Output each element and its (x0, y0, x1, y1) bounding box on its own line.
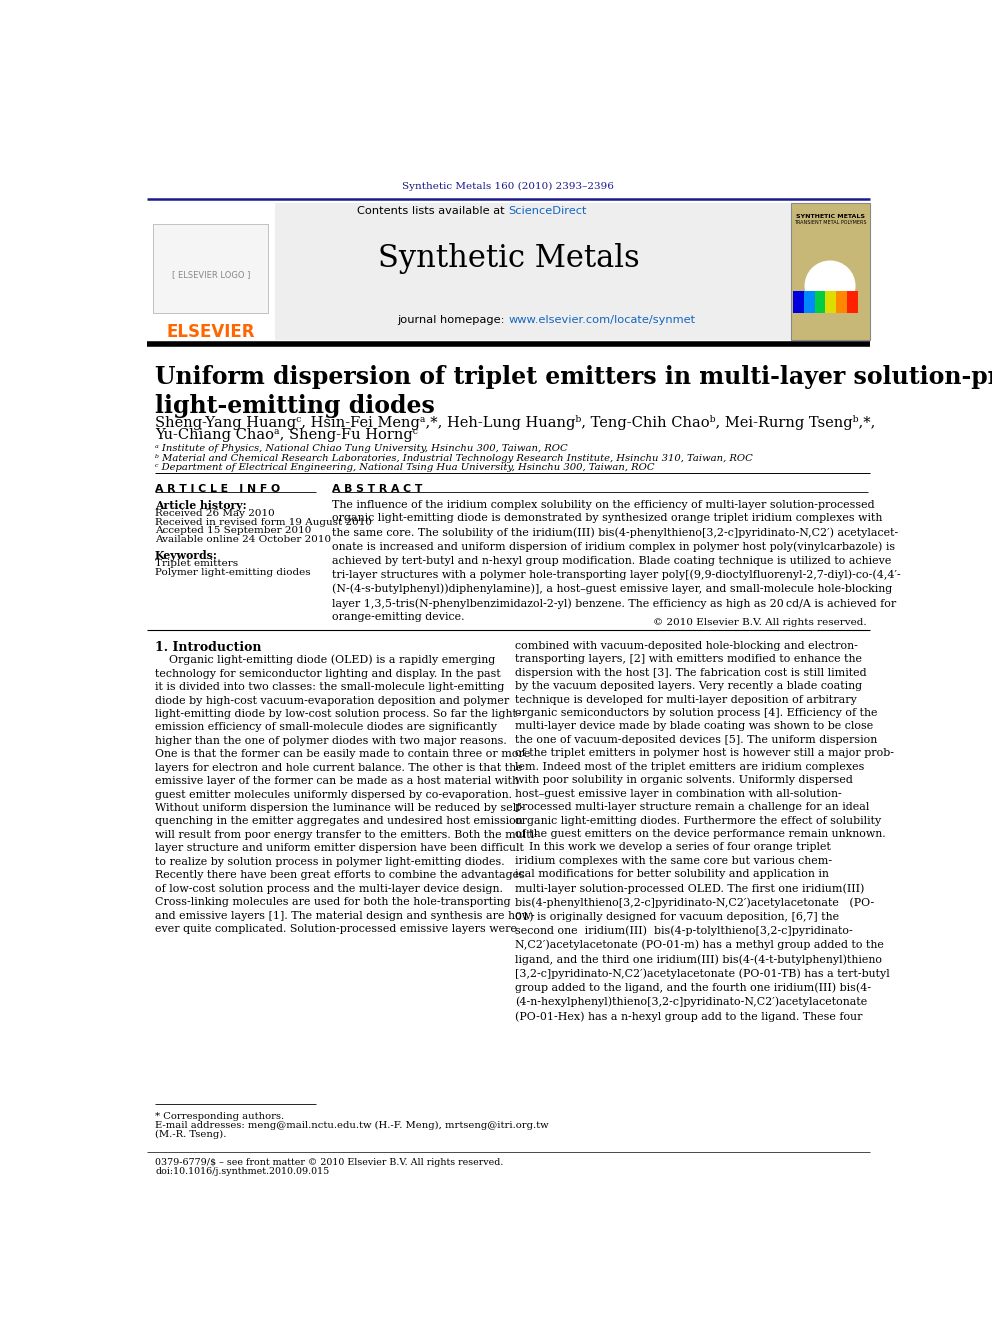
Text: Contents lists available at: Contents lists available at (357, 206, 509, 216)
FancyBboxPatch shape (791, 202, 870, 340)
FancyBboxPatch shape (154, 224, 268, 312)
Text: A R T I C L E   I N F O: A R T I C L E I N F O (155, 484, 280, 493)
FancyBboxPatch shape (804, 291, 814, 312)
Text: * Corresponding authors.: * Corresponding authors. (155, 1113, 284, 1121)
Text: Received 26 May 2010: Received 26 May 2010 (155, 509, 275, 519)
Text: 0379-6779/$ – see front matter © 2010 Elsevier B.V. All rights reserved.: 0379-6779/$ – see front matter © 2010 El… (155, 1158, 503, 1167)
FancyBboxPatch shape (147, 202, 275, 340)
Text: (M.-R. Tseng).: (M.-R. Tseng). (155, 1130, 226, 1139)
Text: Uniform dispersion of triplet emitters in multi-layer solution-processed organic: Uniform dispersion of triplet emitters i… (155, 365, 992, 418)
Circle shape (806, 261, 855, 311)
Text: journal homepage:: journal homepage: (397, 315, 509, 325)
Text: ᵃ Institute of Physics, National Chiao Tung University, Hsinchu 300, Taiwan, ROC: ᵃ Institute of Physics, National Chiao T… (155, 445, 567, 454)
FancyBboxPatch shape (825, 291, 836, 312)
Text: ᵇ Material and Chemical Research Laboratories, Industrial Technology Research In: ᵇ Material and Chemical Research Laborat… (155, 454, 753, 463)
Text: Synthetic Metals: Synthetic Metals (378, 243, 639, 274)
Text: Synthetic Metals 160 (2010) 2393–2396: Synthetic Metals 160 (2010) 2393–2396 (403, 183, 614, 191)
Text: Available online 24 October 2010: Available online 24 October 2010 (155, 534, 331, 544)
FancyBboxPatch shape (847, 291, 858, 312)
FancyBboxPatch shape (814, 291, 825, 312)
Text: combined with vacuum-deposited hole-blocking and electron-
transporting layers, : combined with vacuum-deposited hole-bloc… (516, 640, 895, 1021)
Text: Triplet emitters: Triplet emitters (155, 560, 238, 568)
Text: A B S T R A C T: A B S T R A C T (331, 484, 422, 493)
Text: Received in revised form 19 August 2010: Received in revised form 19 August 2010 (155, 517, 372, 527)
Text: 1. Introduction: 1. Introduction (155, 640, 262, 654)
Text: ScienceDirect: ScienceDirect (509, 206, 587, 216)
Text: ᶜ Department of Electrical Engineering, National Tsing Hua University, Hsinchu 3: ᶜ Department of Electrical Engineering, … (155, 463, 655, 472)
Text: Keywords:: Keywords: (155, 550, 218, 561)
Text: The influence of the iridium complex solubility on the efficiency of multi-layer: The influence of the iridium complex sol… (331, 500, 901, 622)
Text: Organic light-emitting diode (OLED) is a rapidly emerging
technology for semicon: Organic light-emitting diode (OLED) is a… (155, 655, 538, 934)
Text: E-mail addresses: meng@mail.nctu.edu.tw (H.-F. Meng), mrtseng@itri.org.tw: E-mail addresses: meng@mail.nctu.edu.tw … (155, 1122, 549, 1130)
Text: www.elsevier.com/locate/synmet: www.elsevier.com/locate/synmet (509, 315, 695, 325)
Text: doi:10.1016/j.synthmet.2010.09.015: doi:10.1016/j.synthmet.2010.09.015 (155, 1167, 329, 1176)
Text: Sheng-Yang Huangᶜ, Hsin-Fei Mengᵃ,*, Heh-Lung Huangᵇ, Teng-Chih Chaoᵇ, Mei-Rurng: Sheng-Yang Huangᶜ, Hsin-Fei Mengᵃ,*, Heh… (155, 415, 875, 430)
FancyBboxPatch shape (836, 291, 847, 312)
Text: SYNTHETIC METALS: SYNTHETIC METALS (796, 214, 864, 220)
FancyBboxPatch shape (275, 202, 791, 340)
Text: Polymer light-emitting diodes: Polymer light-emitting diodes (155, 568, 310, 577)
Text: Yu-Chiang Chaoᵃ, Sheng-Fu Horngᶜ: Yu-Chiang Chaoᵃ, Sheng-Fu Horngᶜ (155, 429, 418, 442)
Text: ELSEVIER: ELSEVIER (167, 323, 255, 341)
Text: [ ELSEVIER LOGO ]: [ ELSEVIER LOGO ] (172, 270, 250, 279)
Text: Accepted 15 September 2010: Accepted 15 September 2010 (155, 527, 311, 534)
FancyBboxPatch shape (793, 291, 804, 312)
Text: Article history:: Article history: (155, 500, 247, 511)
Text: © 2010 Elsevier B.V. All rights reserved.: © 2010 Elsevier B.V. All rights reserved… (653, 618, 866, 627)
Text: TRANSIENT METAL POLYMERS: TRANSIENT METAL POLYMERS (794, 220, 866, 225)
